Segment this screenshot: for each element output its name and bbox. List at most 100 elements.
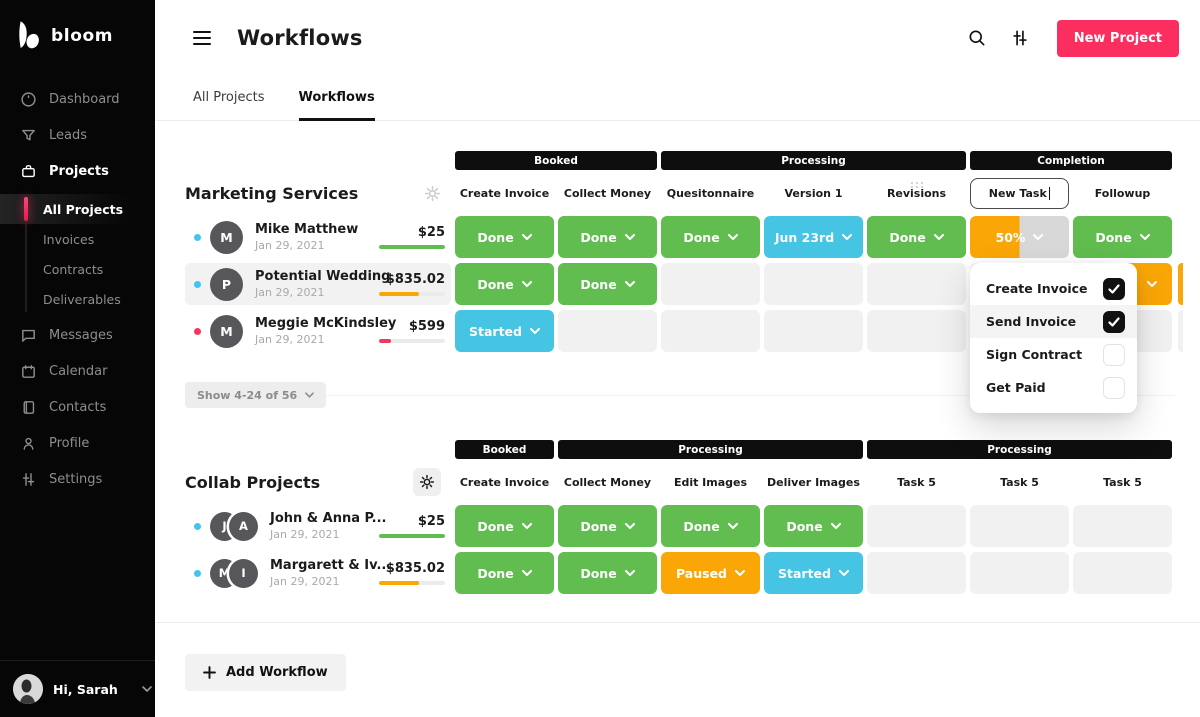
chevron-down-icon	[1033, 234, 1044, 240]
status-button[interactable]: Started	[764, 552, 863, 594]
filter-button[interactable]	[1010, 28, 1030, 48]
project-price: $835.02	[385, 272, 445, 287]
avatar: A	[229, 511, 258, 541]
project-price: $25	[417, 225, 445, 240]
search-button[interactable]	[967, 28, 987, 48]
status-button[interactable]: Done	[661, 216, 760, 258]
sidebar-item-label: Settings	[49, 471, 103, 487]
add-workflow-button[interactable]: Add Workflow	[185, 654, 346, 691]
empty-task-cell[interactable]	[867, 552, 966, 594]
status-button[interactable]: Done	[764, 505, 863, 547]
pagination-row: Show 4-24 of 56	[185, 382, 1200, 408]
sidebar-item-label: Projects	[49, 163, 109, 179]
drag-handle-icon[interactable]	[910, 181, 913, 184]
chevron-down-icon	[727, 234, 738, 240]
empty-task-cell[interactable]	[764, 263, 863, 305]
chevron-down-icon	[933, 234, 944, 240]
status-button[interactable]: Done	[455, 505, 554, 547]
sidebar-subitem-contracts[interactable]: Contracts	[0, 254, 155, 284]
column-header: Followup	[1094, 186, 1151, 200]
new-task-name-input[interactable]: New Task	[970, 177, 1069, 209]
checkbox-unchecked[interactable]	[1103, 343, 1125, 366]
workflows-content: Booked Processing Completion Marketing S…	[155, 121, 1200, 691]
sidebar-item-settings[interactable]: Settings	[0, 466, 155, 492]
status-button[interactable]: Done	[1073, 216, 1172, 258]
sidebar-nav: Dashboard Leads Projects All Projects In…	[0, 86, 155, 492]
section-settings-button[interactable]	[413, 468, 441, 496]
section-title: Collab Projects	[185, 472, 321, 492]
chevron-down-icon	[521, 523, 532, 529]
status-button[interactable]: Done	[661, 505, 760, 547]
status-button[interactable]: Done	[558, 263, 657, 305]
progress-split-button[interactable]: 50%	[970, 216, 1069, 258]
sidebar-item-contacts[interactable]: Contacts	[0, 394, 155, 420]
checkbox-checked[interactable]	[1103, 310, 1125, 333]
project-info-cell[interactable]: M Meggie McKindsley Jan 29, 2021 $599	[185, 310, 451, 352]
date-status-button[interactable]: Jun 23rd	[764, 216, 863, 258]
empty-task-cell[interactable]	[764, 310, 863, 352]
user-menu[interactable]: Hi, Sarah	[0, 660, 155, 717]
empty-task-cell[interactable]	[558, 310, 657, 352]
tab-workflows[interactable]: Workflows	[298, 76, 375, 121]
sidebar-subitem-invoices[interactable]: Invoices	[0, 224, 155, 254]
sidebar-subitem-deliverables[interactable]: Deliverables	[0, 284, 155, 314]
status-button[interactable]: Done	[455, 216, 554, 258]
sidebar-item-profile[interactable]: Profile	[0, 430, 155, 456]
chevron-down-icon	[830, 523, 841, 529]
pagination-dropdown[interactable]: Show 4-24 of 56	[185, 382, 327, 408]
sidebar-item-messages[interactable]: Messages	[0, 322, 155, 348]
section-title: Marketing Services	[185, 183, 359, 203]
sidebar-item-label: Profile	[49, 435, 90, 451]
status-button[interactable]: Done	[558, 552, 657, 594]
chevron-down-icon	[1147, 281, 1157, 287]
sidebar: bloom Dashboard Leads Projects All Proje…	[0, 0, 155, 717]
status-button[interactable]: Done	[558, 216, 657, 258]
checkbox-unchecked[interactable]	[1103, 376, 1125, 399]
logo-wordmark: bloom	[51, 26, 114, 46]
sidebar-item-dashboard[interactable]: Dashboard	[0, 86, 155, 112]
project-date: Jan 29, 2021	[270, 528, 340, 541]
project-info-cell[interactable]: M I Margarett & Iv... Jan 29, 2021 $835.…	[185, 552, 451, 594]
dropdown-item-sign-contract[interactable]: Sign Contract	[970, 338, 1137, 371]
project-info-cell-selected[interactable]: P Potential Wedding Jan 29, 2021 $835.02	[185, 263, 451, 305]
empty-task-cell[interactable]	[867, 263, 966, 305]
status-button[interactable]: Done	[558, 505, 657, 547]
tab-all-projects[interactable]: All Projects	[193, 90, 265, 105]
empty-task-cell[interactable]	[867, 505, 966, 547]
status-button[interactable]: Paused	[661, 552, 760, 594]
empty-task-cell[interactable]	[867, 310, 966, 352]
empty-task-cell[interactable]	[1073, 552, 1172, 594]
empty-task-cell[interactable]	[970, 552, 1069, 594]
sidebar-subitem-all-projects[interactable]: All Projects	[0, 194, 155, 224]
status-button[interactable]: Done	[867, 216, 966, 258]
empty-task-cell[interactable]	[661, 310, 760, 352]
project-info-cell[interactable]: J A John & Anna P... Jan 29, 2021 $25	[185, 505, 451, 547]
workflow-row: M Mike Matthew Jan 29, 2021 $25 Done Don…	[185, 216, 1200, 258]
section-settings-button[interactable]	[424, 185, 441, 202]
project-info-cell[interactable]: M Mike Matthew Jan 29, 2021 $25	[185, 216, 451, 258]
avatar: M	[210, 314, 243, 348]
empty-task-cell[interactable]	[1073, 505, 1172, 547]
chevron-down-icon	[624, 523, 635, 529]
status-button[interactable]: Started	[455, 310, 554, 352]
empty-task-cell[interactable]	[970, 505, 1069, 547]
subnav-track-line	[25, 196, 27, 312]
sidebar-item-projects[interactable]: Projects	[0, 158, 155, 184]
status-button[interactable]: Done	[455, 263, 554, 305]
active-indicator-bar	[24, 197, 28, 221]
topbar-actions: New Project	[967, 19, 1179, 57]
checkbox-checked[interactable]	[1103, 277, 1125, 300]
sidebar-item-leads[interactable]: Leads	[0, 122, 155, 148]
dropdown-item-create-invoice[interactable]: Create Invoice	[970, 272, 1137, 305]
dropdown-item-get-paid[interactable]: Get Paid	[970, 371, 1137, 404]
sidebar-item-calendar[interactable]: Calendar	[0, 358, 155, 384]
chevron-down-icon	[529, 328, 540, 334]
calendar-icon	[22, 364, 35, 378]
dropdown-item-send-invoice[interactable]: Send Invoice	[970, 305, 1137, 338]
status-button[interactable]: Done	[455, 552, 554, 594]
settings-icon	[22, 472, 35, 486]
empty-task-cell[interactable]	[661, 263, 760, 305]
hamburger-menu-button[interactable]	[193, 31, 211, 45]
chevron-down-icon	[141, 686, 152, 692]
new-project-button[interactable]: New Project	[1056, 19, 1179, 57]
